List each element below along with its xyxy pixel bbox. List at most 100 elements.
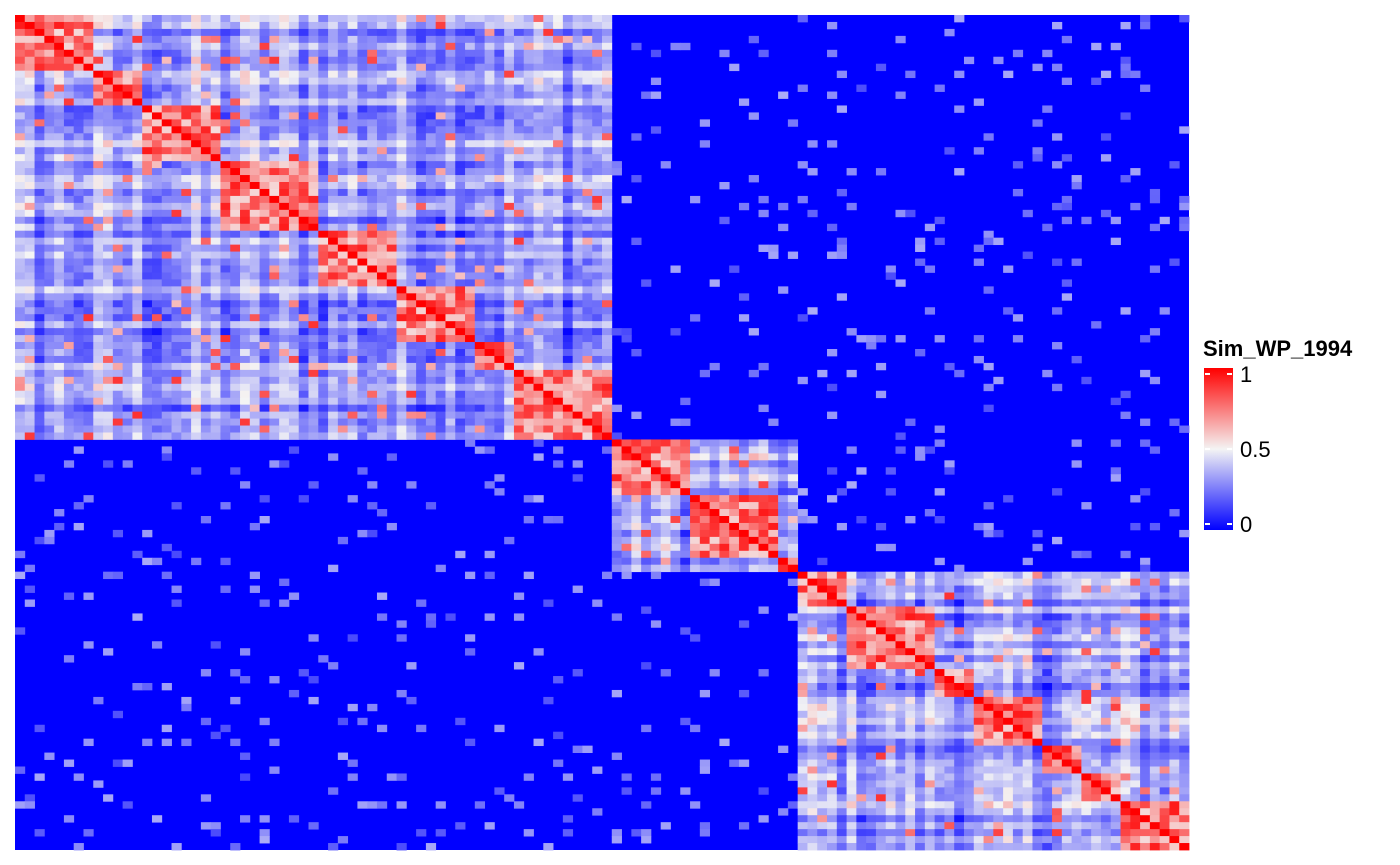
heatmap-cell bbox=[504, 230, 515, 239]
heatmap-cell bbox=[63, 112, 75, 120]
heatmap-cell bbox=[328, 49, 339, 58]
heatmap-cell bbox=[337, 56, 349, 65]
heatmap-cell bbox=[895, 91, 906, 99]
heatmap-cell bbox=[562, 328, 574, 336]
heatmap-cell bbox=[357, 195, 368, 204]
heatmap-cell bbox=[386, 383, 397, 392]
heatmap-cell bbox=[533, 286, 544, 294]
heatmap-cell bbox=[210, 49, 221, 58]
heatmap-cell bbox=[425, 112, 437, 120]
heatmap-cell bbox=[122, 140, 133, 148]
heatmap-cell bbox=[1100, 578, 1112, 586]
heatmap-cell bbox=[474, 15, 485, 23]
heatmap-cell bbox=[543, 56, 554, 65]
heatmap-cell bbox=[122, 223, 133, 232]
heatmap-cell bbox=[298, 147, 309, 155]
heatmap-cell bbox=[200, 362, 212, 371]
heatmap-cell bbox=[24, 265, 35, 273]
heatmap-cell bbox=[73, 342, 84, 350]
heatmap-cell bbox=[210, 140, 221, 148]
heatmap-cell bbox=[24, 404, 35, 413]
heatmap-cell bbox=[103, 168, 114, 176]
heatmap-cell bbox=[631, 460, 642, 468]
heatmap-cell bbox=[729, 467, 740, 475]
heatmap-cell bbox=[191, 300, 202, 308]
heatmap-cell bbox=[230, 251, 241, 259]
heatmap-cell bbox=[376, 133, 388, 141]
heatmap-cell bbox=[435, 286, 446, 294]
heatmap-cell bbox=[24, 272, 35, 280]
heatmap-cell bbox=[210, 258, 221, 266]
heatmap-cell bbox=[298, 209, 309, 218]
heatmap-cell bbox=[132, 98, 143, 106]
heatmap-cell bbox=[885, 620, 896, 628]
heatmap-cell bbox=[396, 293, 407, 301]
heatmap-cell bbox=[680, 522, 691, 531]
heatmap-cell bbox=[83, 432, 94, 440]
heatmap-cell bbox=[474, 272, 485, 280]
heatmap-cell bbox=[875, 585, 887, 593]
heatmap-cell bbox=[122, 244, 133, 252]
heatmap-cell bbox=[357, 77, 368, 85]
heatmap-cell bbox=[455, 63, 466, 72]
heatmap-cell bbox=[1140, 620, 1151, 628]
heatmap-cell bbox=[328, 168, 339, 176]
heatmap-cell bbox=[63, 126, 75, 134]
heatmap-cell bbox=[103, 140, 114, 148]
heatmap-cell bbox=[846, 585, 857, 593]
heatmap-cell bbox=[846, 481, 857, 489]
heatmap-cell bbox=[279, 84, 290, 92]
heatmap-cell bbox=[425, 425, 437, 433]
heatmap-cell bbox=[63, 63, 75, 72]
heatmap-cell bbox=[582, 161, 593, 169]
heatmap-cell bbox=[699, 529, 711, 538]
heatmap-cell bbox=[719, 453, 730, 461]
heatmap-cell bbox=[151, 321, 163, 329]
heatmap-cell bbox=[63, 168, 75, 176]
heatmap-cell bbox=[455, 154, 466, 162]
heatmap-cell bbox=[455, 15, 466, 23]
heatmap-cell bbox=[132, 279, 143, 287]
heatmap-cell bbox=[396, 77, 407, 85]
heatmap-cell bbox=[445, 244, 456, 252]
heatmap-cell bbox=[1120, 21, 1131, 30]
heatmap-cell bbox=[1091, 606, 1102, 614]
heatmap-cell bbox=[54, 182, 65, 190]
heatmap-cell bbox=[690, 474, 701, 482]
heatmap-cell bbox=[249, 188, 260, 197]
heatmap-cell bbox=[24, 91, 35, 99]
heatmap-cell bbox=[63, 202, 75, 211]
heatmap-cell bbox=[396, 147, 407, 155]
heatmap-cell bbox=[63, 49, 75, 58]
heatmap-cell bbox=[670, 564, 681, 573]
heatmap-cell bbox=[416, 237, 427, 246]
heatmap-cell bbox=[738, 453, 750, 461]
heatmap-cell bbox=[611, 446, 622, 454]
heatmap-cell bbox=[582, 321, 593, 329]
heatmap-cell bbox=[768, 453, 779, 461]
heatmap-cell bbox=[34, 349, 45, 357]
heatmap-cell bbox=[1149, 606, 1161, 614]
heatmap-cell bbox=[602, 161, 613, 169]
heatmap-cell bbox=[445, 376, 456, 385]
heatmap-cell bbox=[1130, 592, 1141, 600]
heatmap-cell bbox=[240, 112, 251, 120]
heatmap-cell bbox=[376, 258, 388, 266]
heatmap-cell bbox=[445, 209, 456, 218]
heatmap-cell bbox=[778, 474, 789, 482]
heatmap-cell bbox=[357, 529, 368, 538]
heatmap-cell bbox=[151, 237, 163, 246]
heatmap-cell bbox=[73, 293, 84, 301]
heatmap-cell bbox=[875, 578, 887, 586]
heatmap-cell bbox=[787, 453, 799, 461]
heatmap-cell bbox=[298, 279, 309, 287]
heatmap-cell bbox=[171, 376, 182, 385]
heatmap-cell bbox=[269, 383, 280, 392]
heatmap-cell bbox=[181, 355, 192, 364]
heatmap-cell bbox=[200, 279, 212, 287]
heatmap-cell bbox=[15, 432, 26, 440]
heatmap-cell bbox=[171, 188, 182, 197]
heatmap-cell bbox=[641, 550, 652, 559]
heatmap-cell bbox=[171, 126, 182, 134]
heatmap-cell bbox=[621, 195, 632, 204]
